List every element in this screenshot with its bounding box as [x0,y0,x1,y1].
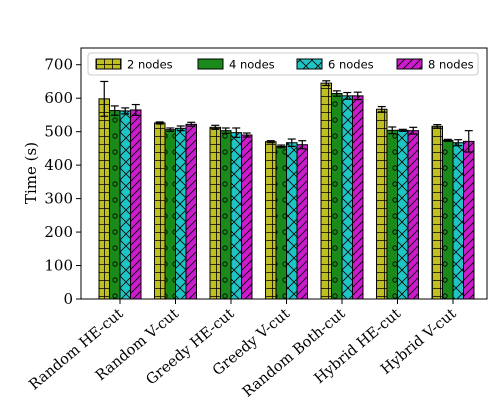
bar-hatch [453,142,464,299]
bar-hatch [286,142,297,299]
legend-swatch-hatch [198,59,223,69]
bar-hatch [130,109,141,299]
bar-hatch [265,141,276,299]
bar-hatch [442,140,453,299]
bar-hatch [463,141,474,299]
bar-hatch [154,122,165,299]
bar-hatch [231,132,242,299]
legend-frame [87,52,479,76]
y-tick-label: 500 [44,123,73,141]
bar-hatch [387,130,398,299]
y-tick-label: 400 [44,156,73,174]
bar-hatch [432,126,443,299]
bar-hatch [352,95,363,299]
y-tick-label: 700 [44,56,73,74]
bar-hatch [241,135,252,299]
x-tick-label: Random HE-cut [26,306,126,394]
bar-hatch [297,144,308,299]
bars-layer [98,82,475,300]
y-tick-label: 100 [44,257,73,275]
bar-hatch [120,110,131,300]
bar-hatch [397,130,408,299]
bar-hatch [331,93,342,299]
legend: 2 nodes 4 nodes 6 nodes 8 nodes [87,52,479,76]
legend-swatch-hatch [397,59,422,69]
bar-hatch [342,95,353,299]
x-tick-label: Random Both-cut [240,306,349,401]
bar-hatch [99,98,110,300]
legend-label: 8 nodes [428,58,474,72]
bar-hatch [220,130,231,299]
bar-hatch [408,130,419,299]
y-axis: 0 100 200 300 400 500 600 700 [44,56,81,308]
y-tick-label: 200 [44,223,73,241]
error-bars-layer [100,80,473,153]
y-tick-label: 300 [44,190,73,208]
bar-hatch [376,109,387,299]
y-tick-label: 600 [44,89,73,107]
bar-hatch [175,128,186,299]
legend-swatch-hatch [297,59,322,69]
bar-hatch [210,127,221,299]
plot-frame [80,47,488,300]
bar-hatch [109,110,120,299]
legend-swatch-hatch [96,59,121,69]
bar-hatch [276,146,287,299]
legend-label: 2 nodes [127,58,173,72]
legend-label: 4 nodes [229,58,275,72]
bar-hatch [165,129,176,299]
bar-hatch [186,124,197,299]
y-tick-label: 0 [63,290,73,308]
bar-hatch [321,83,332,299]
y-axis-label: Time (s) [22,142,40,204]
legend-label: 6 nodes [328,58,374,72]
plot-area [80,47,488,300]
